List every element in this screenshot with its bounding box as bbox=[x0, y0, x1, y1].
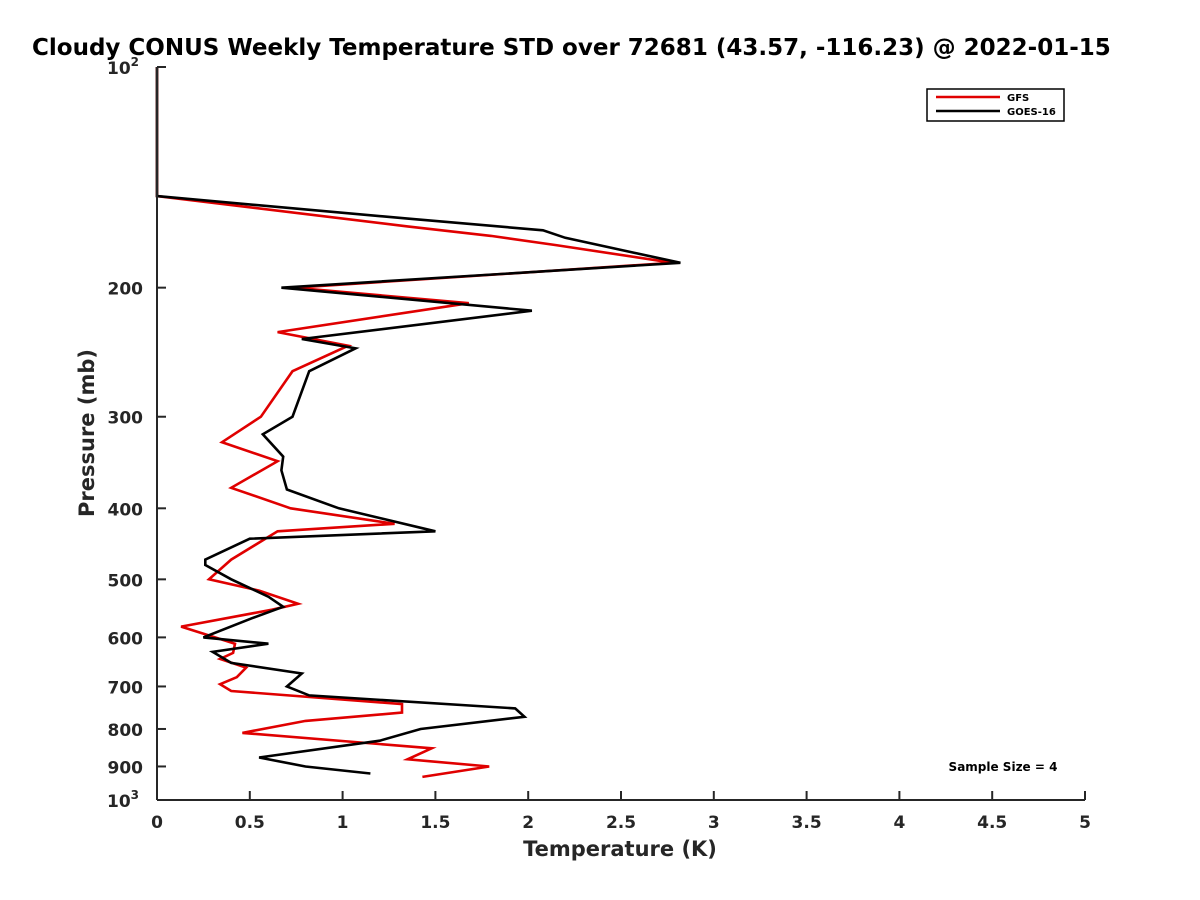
y-tick-label: 103 bbox=[107, 788, 139, 812]
x-tick-label: 1 bbox=[337, 813, 349, 833]
x-tick-label: 0 bbox=[151, 813, 163, 833]
ticks-layer: 0 0.5 1 1.5 2 2.5 3 3.5 4 4.5 5 102 200 300 400 500 600 7… bbox=[107, 55, 1091, 833]
x-tick-label: 4.5 bbox=[977, 813, 1007, 833]
y-tick-label: 300 bbox=[108, 409, 144, 429]
x-tick-label: 3 bbox=[708, 813, 720, 833]
x-tick-label: 4 bbox=[893, 813, 905, 833]
legend-label-0: GFS bbox=[1007, 93, 1029, 104]
series-line-1 bbox=[155, 67, 681, 775]
y-tick-label: 800 bbox=[108, 721, 144, 741]
y-tick-label: 600 bbox=[108, 629, 144, 649]
x-tick-label: 2.5 bbox=[606, 813, 636, 833]
y-tick-label: 900 bbox=[108, 758, 144, 778]
x-tick-label: 5 bbox=[1079, 813, 1091, 833]
series-layer bbox=[155, 67, 681, 779]
y-tick-label: 700 bbox=[108, 678, 144, 698]
x-axis-label: Temperature (K) bbox=[523, 837, 717, 861]
series-line-0 bbox=[155, 67, 674, 779]
legend-box bbox=[926, 88, 1065, 122]
legend: GFS GOES-16 bbox=[926, 88, 1065, 122]
chart-title: Cloudy CONUS Weekly Temperature STD over… bbox=[32, 35, 1111, 61]
y-tick-label: 102 bbox=[107, 55, 139, 79]
x-tick-label: 2 bbox=[522, 813, 534, 833]
x-tick-label: 3.5 bbox=[792, 813, 822, 833]
y-axis-label: Pressure (mb) bbox=[75, 349, 99, 517]
y-tick-label: 500 bbox=[108, 571, 144, 591]
x-tick-label: 0.5 bbox=[235, 813, 265, 833]
legend-label-1: GOES-16 bbox=[1007, 107, 1056, 118]
x-tick-label: 1.5 bbox=[420, 813, 450, 833]
sample-size-annotation: Sample Size = 4 bbox=[949, 760, 1058, 774]
y-tick-label: 200 bbox=[108, 280, 144, 300]
y-tick-label: 400 bbox=[108, 500, 144, 520]
